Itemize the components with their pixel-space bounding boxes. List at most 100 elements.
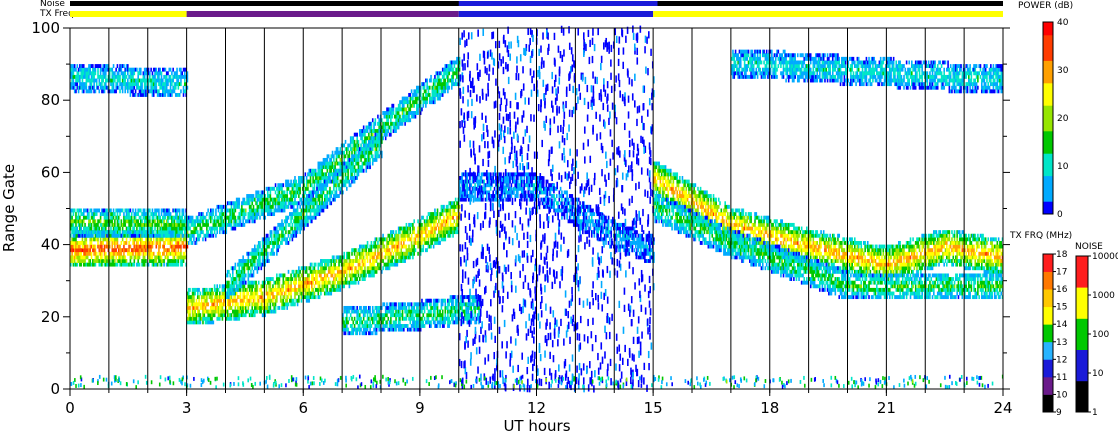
echo-cell	[270, 204, 273, 209]
echo-cell	[123, 262, 125, 267]
echo-cell	[71, 240, 73, 245]
echo-cell	[133, 259, 136, 263]
echo-cell	[103, 215, 106, 220]
echo-cell	[152, 212, 155, 217]
echo-cell	[134, 222, 137, 227]
echo-cell	[273, 305, 276, 310]
echo-cell	[300, 215, 303, 220]
echo-cell	[123, 240, 125, 245]
echo-cell	[290, 204, 292, 209]
echo-cell	[335, 172, 338, 177]
echo-cell	[371, 259, 374, 263]
echo-cell	[419, 226, 422, 231]
echo-cell	[73, 226, 76, 231]
echo-cell	[231, 284, 234, 289]
echo-cell	[101, 222, 103, 227]
echo-cell	[259, 305, 261, 310]
echo-cell	[353, 266, 356, 271]
echo-cell	[111, 262, 114, 267]
echo-cell	[357, 280, 360, 285]
echo-cell	[162, 215, 164, 220]
echo-cell	[360, 327, 362, 332]
echo-cell	[286, 284, 288, 289]
echo-cell	[364, 143, 366, 148]
echo-cell	[453, 71, 456, 76]
echo-cell	[432, 85, 435, 90]
echo-cell	[199, 212, 202, 217]
echo-cell	[378, 251, 381, 256]
echo-cell	[449, 64, 452, 69]
echo-cell	[77, 240, 80, 245]
echo-cell	[124, 259, 127, 263]
echo-cell	[364, 150, 366, 155]
echo-cell	[248, 302, 251, 307]
echo-cell	[252, 259, 255, 263]
echo-cell	[387, 251, 390, 256]
echo-cell	[331, 280, 334, 285]
echo-cell	[336, 147, 339, 152]
echo-cell	[370, 136, 373, 141]
echo-cell	[356, 316, 358, 321]
echo-cell	[316, 183, 318, 188]
echo-cell	[316, 212, 318, 217]
echo-cell	[260, 201, 263, 206]
echo-cell	[174, 237, 177, 242]
echo-cell	[351, 176, 353, 180]
echo-cell	[234, 219, 237, 224]
echo-cell	[369, 165, 371, 170]
echo-cell	[282, 222, 285, 227]
echo-cell	[235, 284, 238, 289]
echo-cell	[269, 212, 272, 217]
echo-cell	[308, 277, 311, 281]
echo-cell	[97, 219, 99, 224]
echo-cell	[387, 262, 390, 267]
echo-cell	[343, 284, 346, 289]
echo-cell	[70, 259, 72, 263]
echo-cell	[281, 230, 283, 235]
echo-cell	[290, 212, 292, 217]
echo-cell	[82, 233, 85, 238]
echo-cell	[317, 161, 320, 166]
echo-cell	[230, 222, 233, 227]
echo-cell	[428, 244, 431, 249]
echo-cell	[231, 302, 234, 307]
echo-cell	[383, 129, 386, 133]
echo-cell	[233, 208, 235, 213]
echo-cell	[133, 215, 136, 220]
echo-cell	[346, 269, 348, 274]
echo-cell	[295, 183, 298, 188]
echo-cell	[453, 82, 456, 87]
echo-cell	[388, 114, 391, 119]
echo-cell	[423, 230, 426, 235]
noise-bar-seg	[485, 1, 491, 6]
echo-cell	[251, 266, 254, 271]
echo-cell	[431, 85, 434, 90]
echo-cell	[278, 222, 281, 227]
echo-cell	[391, 244, 393, 249]
echo-cell	[70, 248, 72, 253]
echo-cell	[234, 262, 237, 267]
echo-cell	[303, 219, 305, 224]
echo-cell	[244, 287, 247, 292]
echo-cell	[362, 150, 365, 155]
echo-cell	[99, 212, 102, 217]
echo-cell	[295, 291, 298, 296]
echo-cell	[282, 183, 285, 188]
echo-cell	[99, 262, 102, 267]
echo-cell	[381, 269, 383, 274]
echo-cell	[95, 255, 98, 260]
echo-cell	[202, 287, 204, 292]
echo-cell	[80, 255, 82, 260]
echo-cell	[435, 226, 438, 231]
echo-cell	[242, 284, 244, 289]
echo-cell	[137, 208, 139, 213]
echo-cell	[351, 309, 353, 314]
echo-cell	[274, 280, 277, 285]
echo-cell	[399, 259, 401, 263]
echo-cell	[95, 237, 98, 242]
echo-cell	[115, 215, 117, 220]
echo-cell	[414, 248, 417, 253]
echo-cell	[348, 157, 351, 162]
echo-cell	[282, 204, 285, 209]
echo-cell	[155, 240, 158, 245]
